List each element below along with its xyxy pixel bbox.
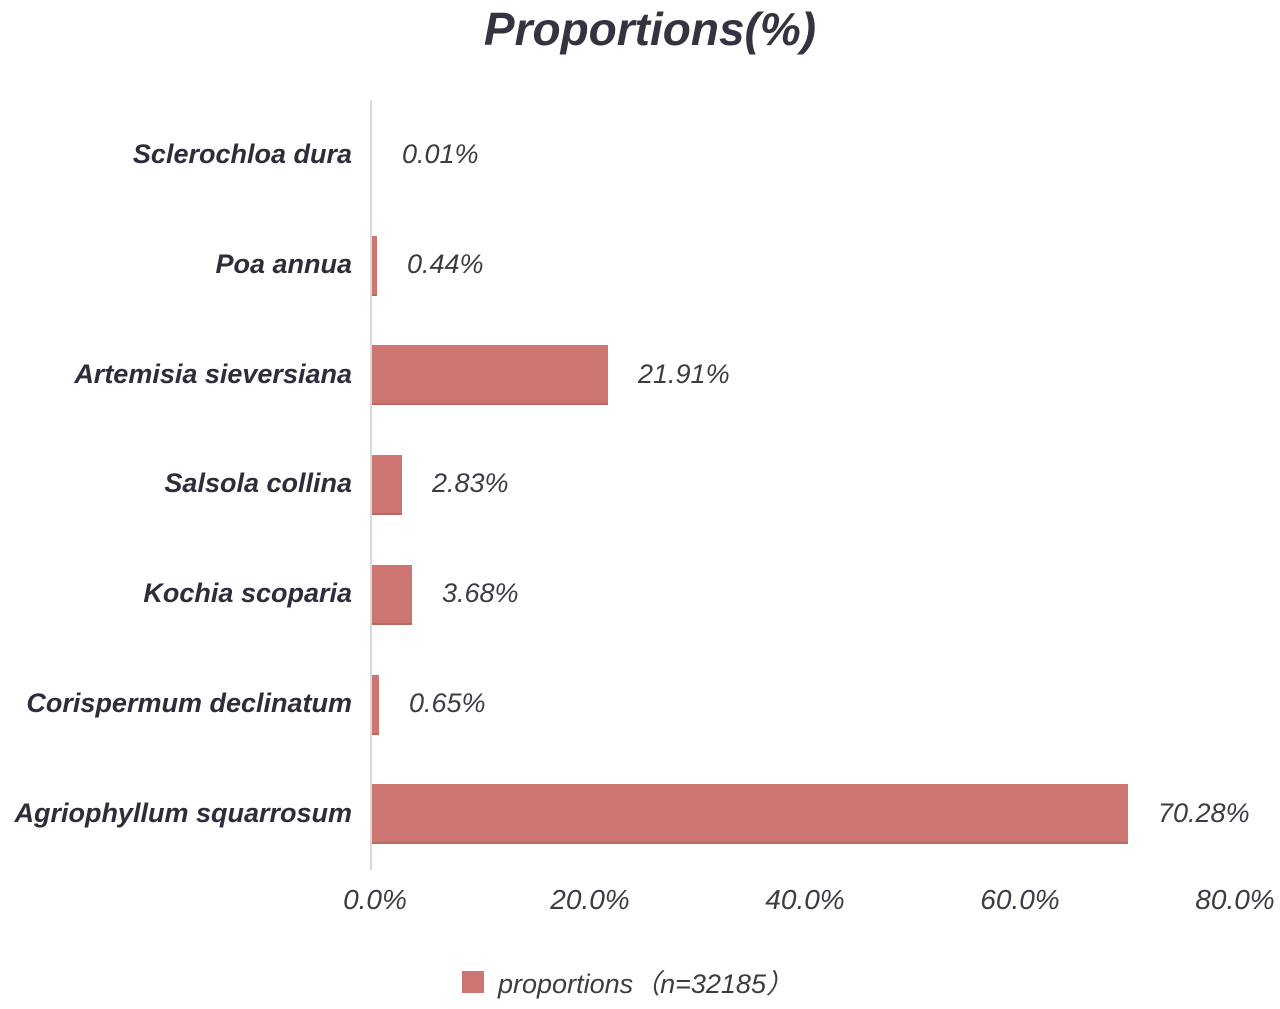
x-axis-tick-label: 0.0% bbox=[343, 884, 407, 915]
value-label: 0.01% bbox=[402, 139, 479, 170]
bar-row: Poa annua 0.44% bbox=[0, 210, 1280, 320]
category-label: Artemisia sieversiana bbox=[74, 358, 352, 389]
value-label: 0.65% bbox=[409, 687, 486, 718]
legend-swatch-icon bbox=[462, 970, 485, 993]
category-label: Sclerochloa dura bbox=[132, 139, 352, 170]
x-axis-tick-label: 60.0% bbox=[980, 884, 1060, 915]
legend: proportions（n=32185） bbox=[0, 962, 1255, 1001]
bar bbox=[372, 345, 608, 406]
bar-row: Sclerochloa dura 0.01% bbox=[0, 100, 1280, 210]
value-label: 3.68% bbox=[442, 578, 519, 609]
bar-row: Corispermum declinatum 0.65% bbox=[0, 649, 1280, 759]
category-label: Poa annua bbox=[215, 249, 352, 280]
x-axis-tick-label: 20.0% bbox=[550, 884, 630, 915]
value-label: 2.83% bbox=[432, 468, 509, 499]
bar-row: Artemisia sieversiana 21.91% bbox=[0, 319, 1280, 429]
x-axis-tick-label: 80.0% bbox=[1195, 884, 1275, 915]
bar bbox=[372, 674, 379, 735]
legend-label: proportions（n=32185） bbox=[498, 969, 793, 999]
value-label: 21.91% bbox=[638, 358, 730, 389]
bar bbox=[372, 564, 412, 625]
bar-row: Salsola collina 2.83% bbox=[0, 429, 1280, 539]
bar bbox=[372, 235, 377, 296]
category-label: Agriophyllum squarrosum bbox=[14, 797, 352, 828]
chart-title: Proportions(%) bbox=[483, 3, 817, 55]
value-label: 70.28% bbox=[1158, 797, 1250, 828]
bar-row: Agriophyllum squarrosum 70.28% bbox=[0, 758, 1280, 868]
category-label: Salsola collina bbox=[164, 468, 352, 499]
y-axis-line bbox=[370, 100, 372, 870]
bar bbox=[372, 784, 1128, 845]
bar-row: Kochia scoparia 3.68% bbox=[0, 539, 1280, 649]
x-axis-tick-label: 40.0% bbox=[765, 884, 845, 915]
category-label: Corispermum declinatum bbox=[26, 687, 352, 718]
value-label: 0.44% bbox=[407, 249, 484, 280]
bar bbox=[372, 455, 402, 516]
category-label: Kochia scoparia bbox=[143, 578, 352, 609]
